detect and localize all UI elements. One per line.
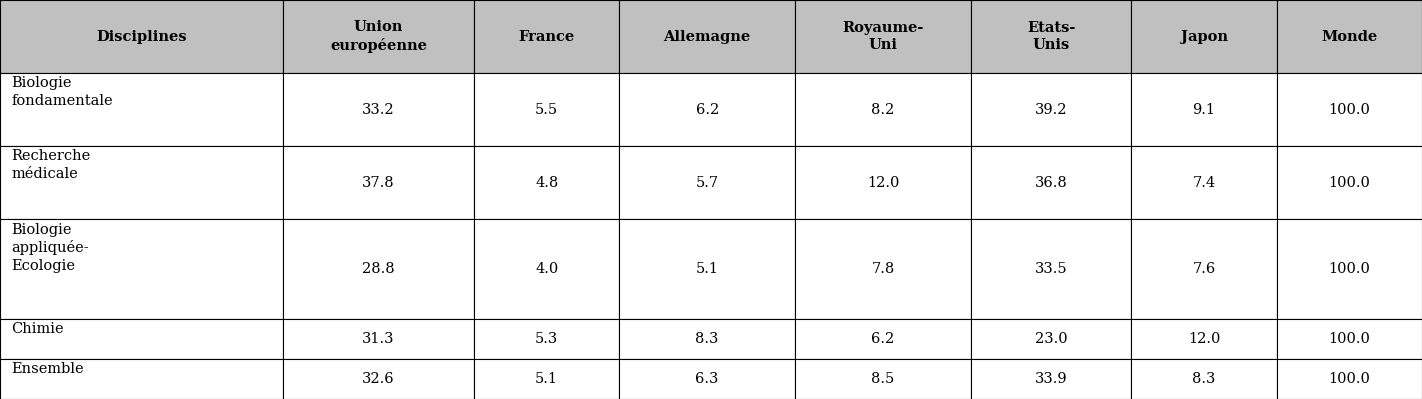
Bar <box>1132 219 1277 319</box>
Text: 8.2: 8.2 <box>872 103 894 117</box>
Bar <box>971 359 1132 399</box>
Bar <box>0 219 283 319</box>
Text: 8.5: 8.5 <box>872 372 894 386</box>
Bar <box>283 146 474 219</box>
Text: France: France <box>519 30 574 43</box>
Text: Disciplines: Disciplines <box>97 30 186 43</box>
Text: 6.2: 6.2 <box>872 332 894 346</box>
Text: 32.6: 32.6 <box>363 372 395 386</box>
Bar <box>1132 73 1277 146</box>
Bar <box>1277 146 1422 219</box>
Text: 37.8: 37.8 <box>363 176 395 190</box>
Bar <box>1132 146 1277 219</box>
Bar <box>971 0 1132 73</box>
Bar <box>971 219 1132 319</box>
Bar <box>0 359 283 399</box>
Text: Allemagne: Allemagne <box>664 30 751 43</box>
Text: 5.3: 5.3 <box>535 332 559 346</box>
Text: 12.0: 12.0 <box>867 176 899 190</box>
Bar <box>971 73 1132 146</box>
Text: 8.3: 8.3 <box>695 332 720 346</box>
Bar <box>1277 359 1422 399</box>
Bar <box>1277 0 1422 73</box>
Bar <box>795 359 971 399</box>
Bar <box>283 219 474 319</box>
Text: 5.5: 5.5 <box>535 103 559 117</box>
Bar <box>474 359 619 399</box>
Text: 8.3: 8.3 <box>1193 372 1216 386</box>
Text: 7.6: 7.6 <box>1193 262 1216 277</box>
Text: 33.5: 33.5 <box>1035 262 1068 277</box>
Text: Ensemble: Ensemble <box>11 362 84 376</box>
Text: 100.0: 100.0 <box>1328 103 1371 117</box>
Bar <box>619 73 795 146</box>
Bar <box>283 359 474 399</box>
Text: Recherche
médicale: Recherche médicale <box>11 150 91 181</box>
Text: 100.0: 100.0 <box>1328 372 1371 386</box>
Text: Biologie
appliquée-
Ecologie: Biologie appliquée- Ecologie <box>11 223 90 273</box>
Text: 39.2: 39.2 <box>1035 103 1068 117</box>
Bar <box>1132 319 1277 359</box>
Text: 6.2: 6.2 <box>695 103 718 117</box>
Bar <box>619 319 795 359</box>
Text: 100.0: 100.0 <box>1328 176 1371 190</box>
Bar <box>0 0 283 73</box>
Text: Biologie
fondamentale: Biologie fondamentale <box>11 76 112 108</box>
Text: 5.1: 5.1 <box>535 372 557 386</box>
Bar <box>474 0 619 73</box>
Text: 6.3: 6.3 <box>695 372 720 386</box>
Bar <box>474 73 619 146</box>
Bar <box>619 359 795 399</box>
Bar <box>1277 219 1422 319</box>
Text: 33.2: 33.2 <box>363 103 395 117</box>
Text: 4.8: 4.8 <box>535 176 559 190</box>
Text: Monde: Monde <box>1321 30 1378 43</box>
Bar <box>619 219 795 319</box>
Bar <box>0 73 283 146</box>
Bar <box>971 146 1132 219</box>
Bar <box>795 0 971 73</box>
Bar <box>1277 319 1422 359</box>
Bar <box>283 73 474 146</box>
Text: 100.0: 100.0 <box>1328 332 1371 346</box>
Bar <box>1132 0 1277 73</box>
Text: Etats-
Unis: Etats- Unis <box>1027 21 1075 52</box>
Bar <box>1132 359 1277 399</box>
Bar <box>283 0 474 73</box>
Bar <box>795 219 971 319</box>
Bar <box>795 146 971 219</box>
Bar <box>1277 73 1422 146</box>
Text: 5.1: 5.1 <box>695 262 718 277</box>
Text: 100.0: 100.0 <box>1328 262 1371 277</box>
Text: Royaume-
Uni: Royaume- Uni <box>842 21 924 52</box>
Text: Union
européenne: Union européenne <box>330 20 427 53</box>
Text: 7.4: 7.4 <box>1193 176 1216 190</box>
Bar <box>474 219 619 319</box>
Text: 33.9: 33.9 <box>1035 372 1068 386</box>
Text: 7.8: 7.8 <box>872 262 894 277</box>
Text: Japon: Japon <box>1180 30 1227 43</box>
Bar <box>619 0 795 73</box>
Bar <box>795 319 971 359</box>
Bar <box>795 73 971 146</box>
Text: 4.0: 4.0 <box>535 262 559 277</box>
Text: 31.3: 31.3 <box>363 332 395 346</box>
Text: 9.1: 9.1 <box>1193 103 1216 117</box>
Bar <box>0 146 283 219</box>
Bar <box>474 319 619 359</box>
Bar <box>619 146 795 219</box>
Text: 5.7: 5.7 <box>695 176 718 190</box>
Text: 12.0: 12.0 <box>1187 332 1220 346</box>
Bar <box>971 319 1132 359</box>
Text: 28.8: 28.8 <box>363 262 395 277</box>
Text: 23.0: 23.0 <box>1035 332 1068 346</box>
Bar <box>283 319 474 359</box>
Text: Chimie: Chimie <box>11 322 64 336</box>
Bar <box>474 146 619 219</box>
Text: 36.8: 36.8 <box>1035 176 1068 190</box>
Bar <box>0 319 283 359</box>
